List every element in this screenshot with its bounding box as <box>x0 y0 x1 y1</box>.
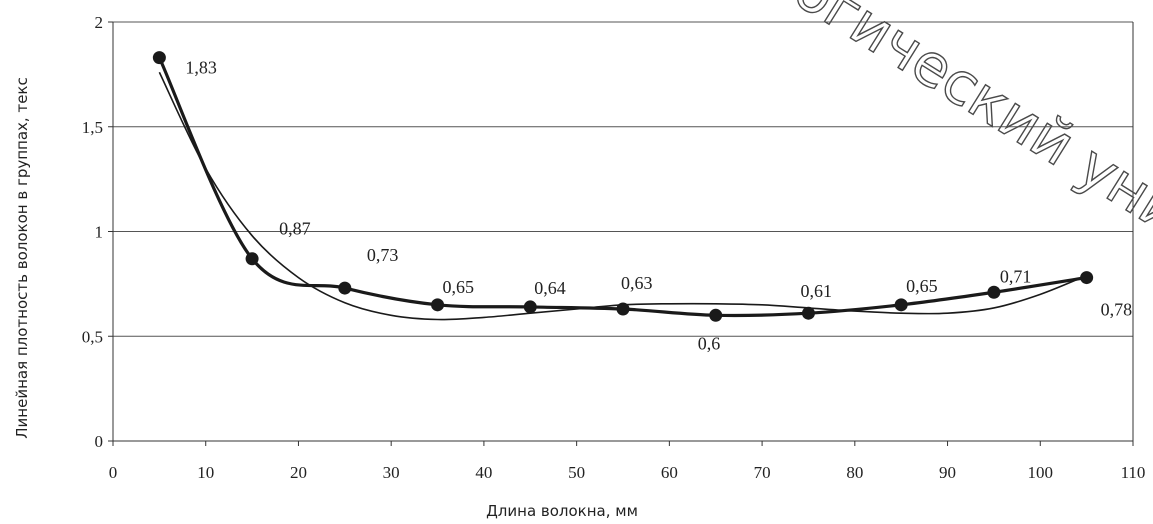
data-label: 0,61 <box>800 281 832 301</box>
y-axis-title: Линейная плотность волокон в группах, те… <box>13 77 31 438</box>
x-tick-label: 60 <box>661 463 678 482</box>
grid-lines <box>113 21 1133 337</box>
watermark: огический универ <box>783 0 1153 304</box>
trendline-path <box>158 71 1087 321</box>
data-label: 0,65 <box>443 277 475 297</box>
x-tick-label: 50 <box>568 463 585 482</box>
data-point <box>894 298 908 312</box>
x-tick-label: 30 <box>383 463 400 482</box>
axes <box>108 21 1134 446</box>
data-label: 0,65 <box>906 276 938 296</box>
data-point <box>152 51 166 65</box>
data-label: 0,71 <box>1000 266 1032 286</box>
y-tick-labels: 0 0,5 1 1,5 2 <box>82 13 103 451</box>
data-label: 0,63 <box>621 273 653 293</box>
x-tick-label: 20 <box>290 463 307 482</box>
y-tick-label: 2 <box>95 13 104 32</box>
data-point <box>987 285 1001 299</box>
y-tick-label: 1 <box>95 223 104 242</box>
data-point <box>801 306 815 320</box>
x-tick-label: 70 <box>754 463 771 482</box>
x-tick-label: 40 <box>475 463 492 482</box>
data-series <box>152 51 1094 322</box>
data-point <box>523 300 537 314</box>
series-line <box>157 56 1087 318</box>
data-label: 0,78 <box>1101 300 1133 320</box>
data-point <box>1080 271 1094 285</box>
data-label: 0,6 <box>698 333 721 353</box>
x-tick-label: 10 <box>197 463 214 482</box>
data-label: 0,64 <box>534 278 566 298</box>
y-tick-label: 0 <box>95 432 104 451</box>
data-point <box>245 252 259 266</box>
x-tick-label: 90 <box>939 463 956 482</box>
data-labels: 1,83 0,87 0,73 0,65 0,64 0,63 0,6 0,61 0,65 0,71 0… <box>185 58 1132 354</box>
data-point <box>338 281 352 295</box>
y-tick-label: 1,5 <box>82 118 103 137</box>
data-point <box>709 308 723 322</box>
data-label: 0,87 <box>279 219 311 239</box>
data-label: 1,83 <box>185 58 217 78</box>
x-tick-label: 110 <box>1121 463 1146 482</box>
data-point <box>431 298 445 312</box>
trendline <box>158 71 1087 321</box>
x-tick-label: 100 <box>1028 463 1054 482</box>
x-tick-labels: 0 10 20 30 40 50 60 70 80 90 100 110 <box>109 463 1146 482</box>
data-label: 0,73 <box>367 245 399 265</box>
x-axis-title: Длина волокна, мм <box>486 502 638 520</box>
x-tick-label: 0 <box>109 463 118 482</box>
x-tick-label: 80 <box>846 463 863 482</box>
y-tick-label: 0,5 <box>82 327 103 346</box>
data-point <box>616 302 630 316</box>
